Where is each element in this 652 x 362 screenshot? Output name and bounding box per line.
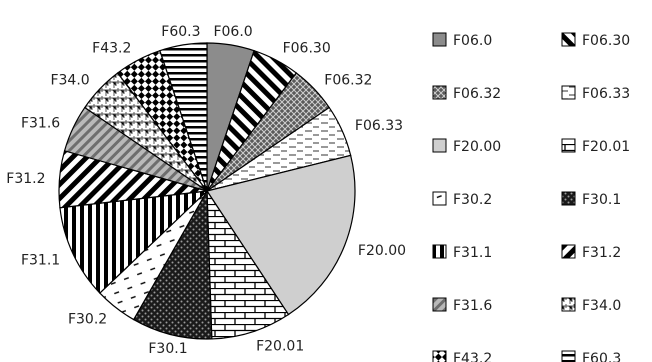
legend-label: F20.00 (453, 139, 501, 155)
legend-label: F43.2 (453, 351, 492, 362)
slice-label: F30.2 (68, 312, 107, 328)
slice-label: F60.3 (161, 24, 200, 40)
slice-label: F20.00 (358, 243, 406, 259)
legend-swatch (561, 297, 576, 312)
slice-label: F06.0 (213, 24, 252, 40)
legend-swatch (561, 244, 576, 259)
legend-label: F31.1 (453, 245, 492, 261)
pie-slice-f31-1 (59, 190, 209, 294)
pie-slices (58, 42, 356, 340)
pie-slice-f20-01 (206, 188, 290, 340)
legend-swatch (432, 244, 447, 259)
slice-label: F31.2 (6, 171, 45, 187)
legend-swatch (561, 138, 576, 153)
legend-swatch (432, 350, 447, 362)
slice-label: F30.1 (148, 341, 187, 357)
legend-label: F06.32 (453, 86, 501, 102)
slice-label: F06.32 (324, 72, 372, 88)
legend-label: F30.1 (582, 192, 621, 208)
legend-swatch (432, 297, 447, 312)
pie-slice-f30-1 (132, 188, 213, 340)
legend-label: F34.0 (582, 298, 621, 314)
legend-label: F60.3 (582, 351, 621, 362)
legend-label: F31.6 (453, 298, 492, 314)
legend-swatch (432, 191, 447, 206)
slice-label: F34.0 (50, 72, 89, 88)
legend-label: F06.30 (582, 33, 630, 49)
slice-label: F06.30 (283, 41, 331, 57)
legend-label: F31.2 (582, 245, 621, 261)
legend-swatch (432, 85, 447, 100)
legend: F06.0 F06.30 F06.32 F06.33 F20.00 F20.01 F30.2… (432, 32, 630, 362)
pie-slice-f60-3 (159, 42, 208, 192)
legend-label: F20.01 (582, 139, 630, 155)
legend-swatch (561, 191, 576, 206)
slice-label: F31.1 (21, 253, 60, 269)
legend-swatch (561, 85, 576, 100)
pie-slice-labels: F06.0 F06.30 F06.32 F06.33 F20.00 F20.01 F30.1… (6, 24, 406, 357)
legend-swatch (432, 138, 447, 153)
slice-label: F06.33 (355, 118, 403, 134)
legend-label: F30.2 (453, 192, 492, 208)
slice-label: F43.2 (92, 41, 131, 57)
legend-label: F06.0 (453, 33, 492, 49)
slice-label: F20.01 (256, 338, 304, 354)
legend-swatch (432, 32, 447, 47)
slice-label: F31.6 (21, 115, 60, 131)
legend-label: F06.33 (582, 86, 630, 102)
pie-slice-f20-00 (206, 154, 356, 316)
legend-swatch (561, 32, 576, 47)
legend-swatch (561, 350, 576, 362)
